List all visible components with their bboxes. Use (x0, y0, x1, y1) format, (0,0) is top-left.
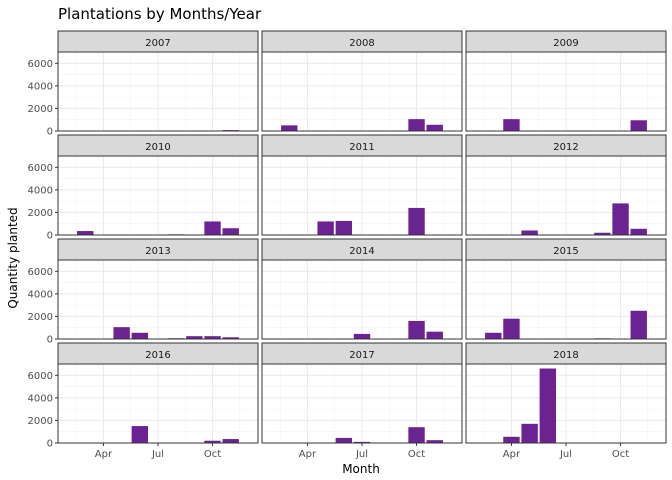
facet-panel-2011: 2011 (261, 134, 463, 236)
bar-2018-month-4 (503, 436, 520, 443)
y-tick-label: 0 (47, 127, 53, 138)
bar-2015-month-3 (485, 332, 502, 339)
x-tick-label: Apr (95, 449, 113, 460)
panel-border (261, 259, 463, 340)
facet-strip-label: 2017 (349, 350, 374, 361)
x-tick-label: Jul (151, 449, 164, 460)
bar-2008-month-3 (281, 125, 298, 131)
bar-2013-month-5 (113, 327, 130, 339)
bar-2014-month-10 (408, 320, 425, 339)
facet-panel-2008: 2008 (261, 30, 463, 132)
panel-border (57, 259, 259, 340)
x-tick-label: Jul (355, 449, 368, 460)
facet-strip-label: 2012 (553, 142, 578, 153)
bar-2017-month-7 (353, 441, 371, 443)
y-axis-title: Quantity planted (6, 207, 20, 308)
y-tick-label: 2000 (28, 208, 53, 219)
y-tick-label: 0 (47, 335, 53, 346)
bar-2012-month-9 (594, 232, 611, 235)
panel-border (465, 259, 667, 340)
chart-title: Plantations by Months/Year (58, 5, 262, 23)
facet-panel-2009: 2009 (465, 30, 667, 132)
bar-2016-month-6 (131, 426, 148, 443)
y-tick-label: 6000 (28, 267, 53, 278)
bar-2012-month-10 (612, 203, 629, 235)
x-tick-label: Apr (503, 449, 521, 460)
bar-2011-month-5 (317, 221, 334, 235)
facet-panel-2013: 2013 0 2000 4000 6000 (28, 238, 259, 346)
y-tick-label: 4000 (28, 81, 53, 92)
y-tick-label: 4000 (28, 393, 53, 404)
bar-2015-month-4 (503, 318, 520, 339)
y-tick-label: 6000 (28, 371, 53, 382)
facet-panel-2015: 2015 (465, 238, 667, 340)
facet-strip-label: 2010 (145, 142, 170, 153)
facet-panel-2018: 2018 Apr Jul Oct (465, 342, 667, 460)
bar-2013-month-10 (204, 336, 221, 339)
y-tick-label: 0 (47, 439, 53, 450)
facet-strip-label: 2007 (145, 38, 170, 49)
bar-2013-month-6 (131, 332, 148, 339)
panel-border (57, 51, 259, 132)
bar-2013-month-9 (186, 336, 203, 339)
panel-border (465, 155, 667, 236)
facet-strip-label: 2018 (553, 350, 578, 361)
y-tick-label: 4000 (28, 289, 53, 300)
x-axis-title: Month (342, 462, 380, 476)
bar-2010-month-11 (222, 228, 239, 235)
bar-2013-month-11 (222, 337, 239, 339)
bar-2014-month-7 (353, 333, 371, 339)
bar-2009-month-11 (630, 120, 647, 131)
facet-strip-label: 2013 (145, 246, 170, 257)
y-tick-label: 6000 (28, 59, 53, 70)
facet-panel-2010: 2010 0 2000 4000 6000 (28, 134, 259, 242)
facet-strip-label: 2014 (349, 246, 374, 257)
bar-2018-month-6 (539, 368, 556, 443)
bar-2011-month-6 (335, 220, 352, 235)
y-tick-label: 2000 (28, 104, 53, 115)
panel-border (261, 155, 463, 236)
facet-panel-2017: 2017 Apr Jul Oct (261, 342, 463, 460)
bar-2009-month-4 (503, 119, 520, 131)
y-tick-label: 6000 (28, 163, 53, 174)
bar-2018-month-5 (521, 423, 538, 443)
y-tick-label: 4000 (28, 185, 53, 196)
bar-2016-month-11 (222, 439, 239, 443)
y-tick-label: 2000 (28, 312, 53, 323)
bar-2015-month-11 (630, 310, 647, 339)
bar-2017-month-6 (335, 437, 352, 443)
facet-panels: 2007 0 2000 4000 6000 2008 2009 2010 0 2000 4000 60… (28, 30, 667, 460)
bar-2012-month-11 (630, 228, 647, 235)
x-tick-label: Oct (408, 449, 425, 460)
x-tick-label: Oct (204, 449, 221, 460)
bar-2017-month-11 (426, 440, 443, 443)
bar-2012-month-5 (521, 230, 538, 235)
y-tick-label: 0 (47, 231, 53, 242)
bar-2008-month-10 (408, 119, 425, 131)
bar-2010-month-10 (204, 221, 221, 235)
x-tick-label: Jul (559, 449, 572, 460)
bar-2017-month-10 (408, 427, 425, 443)
y-tick-label: 2000 (28, 416, 53, 427)
facet-strip-label: 2015 (553, 246, 578, 257)
bar-2010-month-3 (77, 231, 94, 235)
x-tick-label: Apr (299, 449, 317, 460)
facet-strip-label: 2016 (145, 350, 170, 361)
facet-panel-2014: 2014 (261, 238, 463, 340)
facet-panel-2012: 2012 (465, 134, 667, 236)
facet-strip-label: 2011 (349, 142, 374, 153)
bar-2014-month-11 (426, 331, 443, 339)
panel-border (261, 51, 463, 132)
facet-panel-2016: 2016 0 2000 4000 6000 Apr Jul Oct (28, 342, 259, 460)
facet-strip-label: 2009 (553, 38, 578, 49)
facet-panel-2007: 2007 0 2000 4000 6000 (28, 30, 259, 138)
facet-strip-label: 2008 (349, 38, 374, 49)
panel-border (465, 51, 667, 132)
x-tick-label: Oct (612, 449, 629, 460)
bar-2011-month-10 (408, 207, 425, 235)
bar-2016-month-10 (204, 440, 221, 443)
bar-2008-month-11 (426, 124, 443, 131)
panel-border (57, 155, 259, 236)
